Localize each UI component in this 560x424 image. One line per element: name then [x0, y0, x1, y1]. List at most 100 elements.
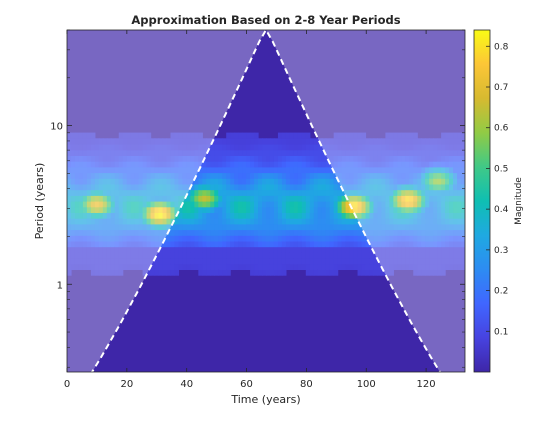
- heatmap-cell: [321, 155, 327, 162]
- heatmap-cell: [457, 178, 462, 185]
- heatmap-cell: [98, 201, 104, 208]
- heatmap-cell: [210, 269, 215, 276]
- heatmap-cell: [246, 212, 251, 219]
- heatmap-cell: [429, 206, 434, 213]
- heatmap-cell: [158, 161, 164, 168]
- heatmap-cell: [369, 161, 375, 168]
- heatmap-cell: [449, 218, 454, 225]
- heatmap-cell: [166, 178, 172, 185]
- heatmap-cell: [273, 218, 279, 225]
- heatmap-cell: [437, 269, 442, 276]
- heatmap-cell: [285, 235, 291, 242]
- heatmap-cell: [289, 166, 295, 174]
- heatmap-cell: [162, 218, 168, 225]
- heatmap-cell: [293, 240, 299, 248]
- heatmap-cell: [102, 189, 108, 196]
- heatmap-cell: [317, 155, 323, 162]
- heatmap-cell: [230, 166, 235, 174]
- heatmap-cell: [122, 178, 128, 185]
- heatmap-cell: [122, 161, 128, 168]
- heatmap-cell: [441, 229, 446, 236]
- heatmap-cell: [86, 240, 92, 248]
- heatmap-cell: [425, 178, 430, 185]
- heatmap-cell: [413, 263, 418, 270]
- heatmap-cell: [78, 195, 84, 202]
- heatmap-cell: [297, 132, 303, 139]
- heatmap-cell: [341, 195, 347, 202]
- heatmap-cell: [377, 252, 383, 259]
- heatmap-cell: [385, 172, 390, 179]
- heatmap-cell: [385, 201, 390, 208]
- heatmap-cell: [325, 183, 331, 191]
- heatmap-cell: [357, 206, 363, 213]
- heatmap-cell: [122, 149, 128, 156]
- heatmap-cell: [258, 235, 263, 242]
- heatmap-cell: [74, 240, 80, 248]
- heatmap-cell: [413, 172, 418, 179]
- heatmap-cell: [86, 235, 92, 242]
- heatmap-cell: [369, 149, 375, 156]
- heatmap-cell: [214, 263, 219, 270]
- heatmap-cell: [114, 212, 120, 219]
- heatmap-cell: [285, 132, 291, 139]
- heatmap-cell: [202, 258, 207, 265]
- heatmap-cell: [293, 195, 299, 202]
- heatmap-cell: [126, 218, 132, 225]
- heatmap-cell: [337, 195, 343, 202]
- heatmap-cell: [281, 138, 287, 145]
- heatmap-cell: [186, 189, 191, 196]
- heatmap-cell: [254, 166, 259, 174]
- heatmap-cell: [86, 166, 92, 174]
- heatmap-cell: [293, 189, 299, 196]
- heatmap-cell: [162, 144, 168, 151]
- heatmap-cell: [67, 172, 72, 179]
- heatmap-cell: [277, 201, 283, 208]
- heatmap-cell: [67, 149, 72, 156]
- heatmap-cell: [186, 246, 191, 253]
- heatmap-cell: [289, 138, 295, 145]
- heatmap-cell: [405, 240, 410, 248]
- heatmap-cell: [369, 166, 375, 174]
- heatmap-cell: [158, 252, 164, 259]
- heatmap-cell: [70, 138, 76, 145]
- heatmap-cell: [373, 246, 379, 253]
- heatmap-cell: [445, 189, 450, 196]
- heatmap-cell: [222, 223, 227, 231]
- heatmap-cell: [266, 149, 271, 156]
- heatmap-cell: [174, 161, 180, 168]
- heatmap-cell: [349, 206, 355, 213]
- heatmap-cell: [126, 155, 132, 162]
- heatmap-cell: [202, 252, 207, 259]
- heatmap-cell: [166, 161, 172, 168]
- heatmap-cell: [218, 269, 223, 276]
- heatmap-cell: [122, 258, 128, 265]
- heatmap-cell: [293, 206, 299, 213]
- heatmap-cell: [377, 240, 383, 248]
- heatmap-cell: [174, 252, 180, 259]
- heatmap-cell: [70, 132, 76, 139]
- heatmap-cell: [254, 246, 259, 253]
- heatmap-cell: [178, 172, 184, 179]
- heatmap-cell: [345, 201, 351, 208]
- heatmap-cell: [385, 263, 390, 270]
- heatmap-cell: [409, 218, 414, 225]
- heatmap-cell: [413, 155, 418, 162]
- heatmap-cell: [389, 269, 394, 276]
- heatmap-cell: [102, 235, 108, 242]
- heatmap-cell: [449, 252, 454, 259]
- heatmap-cell: [273, 166, 279, 174]
- heatmap-cell: [106, 235, 112, 242]
- heatmap-cell: [309, 240, 315, 248]
- heatmap-cell: [250, 240, 255, 248]
- heatmap-cell: [170, 206, 176, 213]
- heatmap-cell: [413, 223, 418, 231]
- heatmap-cell: [285, 258, 291, 265]
- heatmap-cell: [429, 246, 434, 253]
- heatmap-cell: [421, 218, 426, 225]
- heatmap-cell: [206, 258, 211, 265]
- heatmap-cell: [74, 206, 80, 213]
- heatmap-cell: [238, 161, 243, 168]
- heatmap-cell: [405, 172, 410, 179]
- heatmap-cell: [365, 269, 371, 276]
